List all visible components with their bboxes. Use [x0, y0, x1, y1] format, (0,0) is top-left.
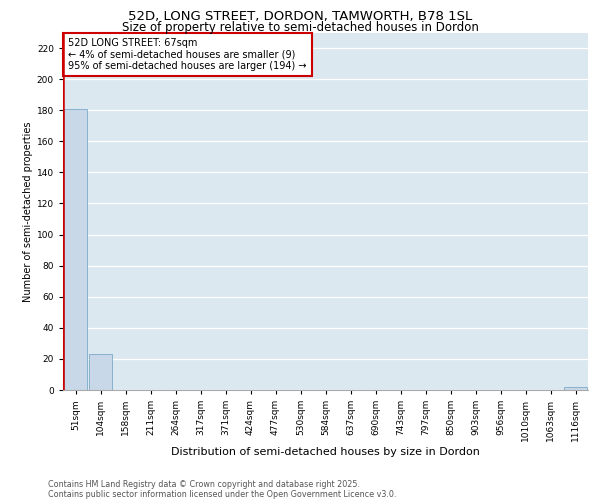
Y-axis label: Number of semi-detached properties: Number of semi-detached properties — [23, 121, 32, 302]
Bar — [564, 387, 587, 390]
Text: Size of property relative to semi-detached houses in Dordon: Size of property relative to semi-detach… — [122, 21, 478, 34]
Bar — [64, 108, 87, 390]
Bar — [89, 354, 112, 390]
Text: 52D LONG STREET: 67sqm
← 4% of semi-detached houses are smaller (9)
95% of semi-: 52D LONG STREET: 67sqm ← 4% of semi-deta… — [68, 38, 307, 71]
X-axis label: Distribution of semi-detached houses by size in Dordon: Distribution of semi-detached houses by … — [171, 446, 480, 456]
Text: Contains HM Land Registry data © Crown copyright and database right 2025.
Contai: Contains HM Land Registry data © Crown c… — [48, 480, 397, 499]
Text: 52D, LONG STREET, DORDON, TAMWORTH, B78 1SL: 52D, LONG STREET, DORDON, TAMWORTH, B78 … — [128, 10, 472, 23]
